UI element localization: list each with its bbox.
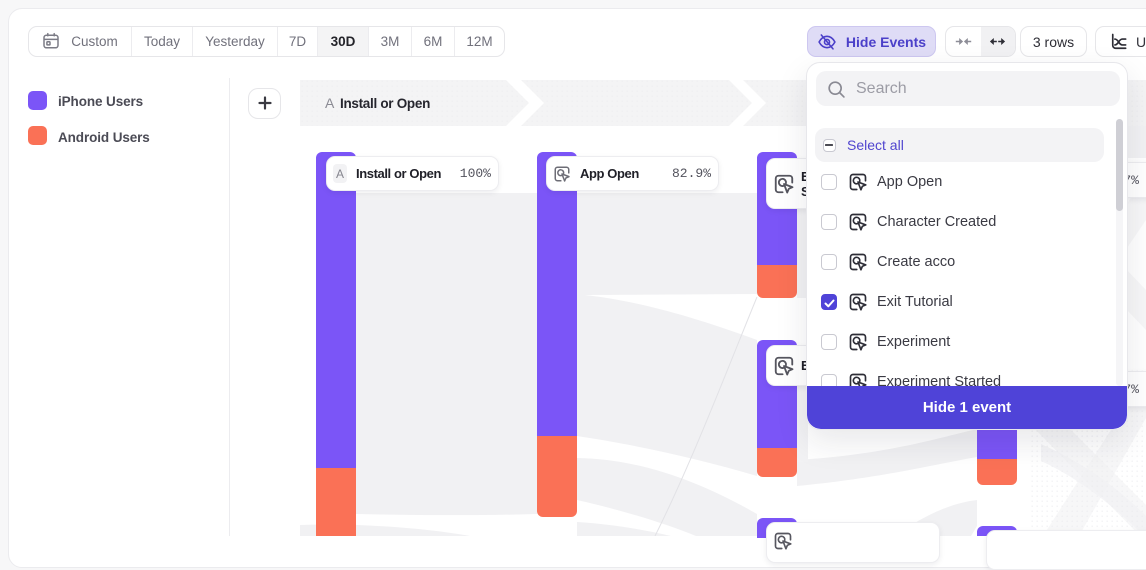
svg-text:A: A <box>325 95 335 111</box>
svg-text:Install or Open: Install or Open <box>340 96 430 111</box>
